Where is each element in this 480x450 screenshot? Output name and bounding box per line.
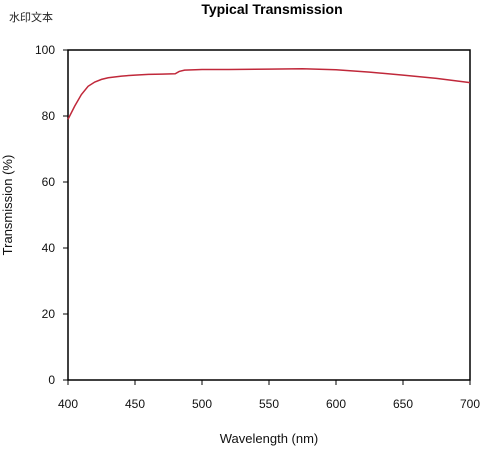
y-tick-label: 40: [42, 241, 56, 255]
x-tick-label: 600: [326, 397, 346, 411]
x-axis-label: Wavelength (nm): [220, 431, 319, 446]
x-tick-label: 650: [393, 397, 413, 411]
x-tick-label: 400: [58, 397, 78, 411]
y-tick-label: 60: [42, 175, 56, 189]
x-tick-label: 700: [460, 397, 480, 411]
y-tick-label: 20: [42, 307, 56, 321]
y-axis-ticks: 0 20 40 60 80 100: [35, 43, 68, 387]
x-tick-label: 550: [259, 397, 279, 411]
transmission-series-line: [67, 68, 471, 120]
x-tick-label: 450: [125, 397, 145, 411]
y-tick-label: 80: [42, 109, 56, 123]
watermark-text: 水印文本: [9, 12, 53, 24]
chart-title: Typical Transmission: [201, 1, 342, 17]
x-tick-label: 500: [192, 397, 212, 411]
y-tick-label: 0: [48, 373, 55, 387]
x-axis-ticks: 400 450 500 550 600 650 700: [58, 380, 480, 411]
y-tick-label: 100: [35, 43, 55, 57]
y-axis-label: Transmission (%): [0, 155, 15, 256]
plot-frame: [67, 49, 471, 381]
